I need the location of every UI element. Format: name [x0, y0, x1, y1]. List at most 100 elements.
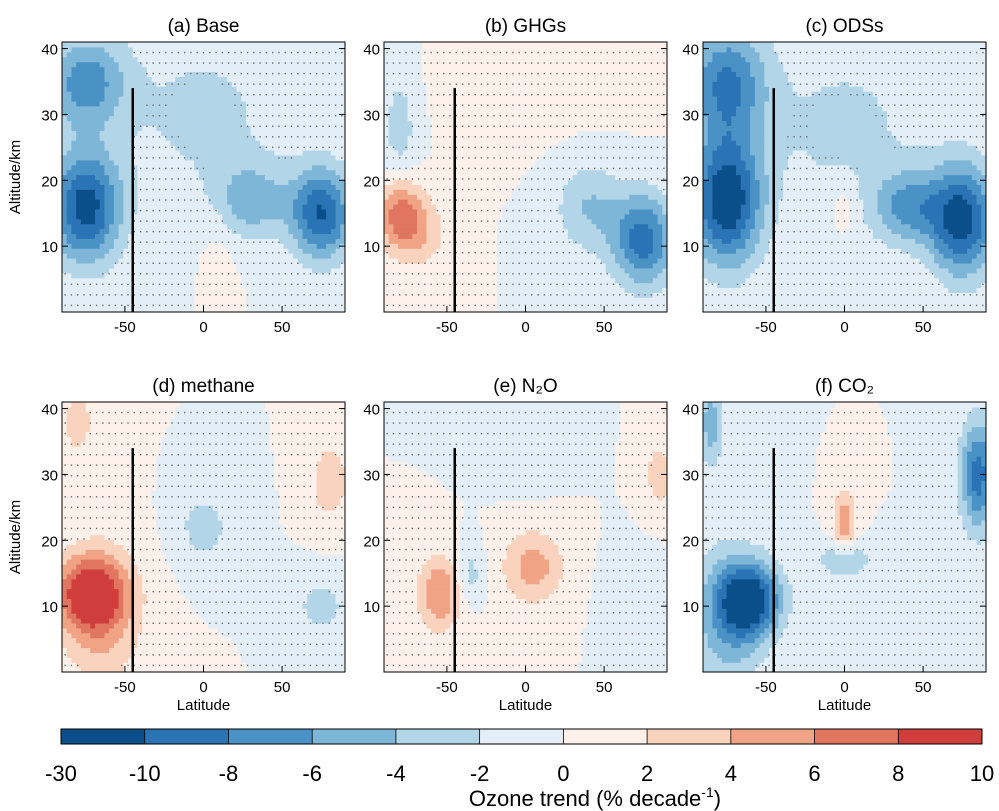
field-cell [431, 218, 437, 225]
field-cell [307, 238, 313, 244]
stipple-dot [246, 72, 249, 75]
stipple-dot [240, 115, 242, 117]
field-cell [80, 204, 87, 210]
field-cell [85, 154, 91, 161]
field-cell [104, 248, 110, 254]
field-cell [227, 76, 233, 82]
field-cell [302, 287, 308, 293]
field-cell [321, 199, 327, 205]
field-cell [241, 189, 247, 195]
field-cell [217, 71, 223, 77]
field-cell [435, 76, 442, 82]
stipple-dot [284, 136, 286, 138]
stipple-dot [246, 115, 249, 117]
field-cell [142, 169, 148, 176]
field-cell [128, 115, 134, 122]
field-cell [217, 164, 223, 171]
stipple-dot [146, 304, 148, 307]
field-cell [283, 105, 289, 112]
field-cell [137, 135, 143, 141]
field-cell [335, 71, 341, 77]
field-cell [297, 213, 304, 220]
field-cell [146, 243, 153, 249]
stipple-dot [190, 72, 192, 75]
field-cell [388, 115, 395, 122]
field-cell [464, 66, 470, 73]
stipple-dot [271, 273, 274, 275]
field-cell [311, 105, 318, 112]
field-cell [293, 96, 299, 102]
field-cell [269, 130, 275, 136]
field-cell [123, 282, 129, 289]
field-cell [326, 272, 332, 279]
field-cell [90, 282, 96, 289]
field-cell [307, 184, 313, 190]
field-cell [464, 248, 470, 254]
field-cell [431, 145, 437, 151]
field-cell [393, 204, 399, 210]
field-cell [445, 233, 451, 239]
field-cell [95, 130, 101, 136]
field-cell [311, 169, 318, 176]
field-cell [184, 208, 190, 215]
field-cell [203, 287, 209, 293]
field-cell [104, 91, 110, 97]
field-cell [109, 267, 115, 274]
field-cell [417, 61, 423, 68]
field-cell [156, 238, 162, 244]
field-cell [142, 184, 148, 190]
field-cell [340, 194, 345, 200]
field-cell [407, 204, 413, 210]
field-cell [95, 145, 101, 151]
field-cell [450, 287, 456, 293]
field-cell [260, 208, 266, 215]
field-cell [212, 46, 219, 53]
stipple-dot [284, 157, 286, 159]
field-cell [217, 42, 223, 48]
field-cell [440, 267, 446, 274]
field-cell [445, 105, 451, 112]
field-cell [71, 140, 77, 146]
field-cell [412, 258, 418, 264]
stipple-dot [265, 62, 268, 64]
field-cell [330, 307, 337, 312]
field-cell [146, 71, 153, 77]
field-cell [175, 66, 181, 73]
field-cell [146, 208, 153, 215]
field-cell [330, 287, 337, 293]
field-cell [255, 194, 261, 200]
field-cell [80, 169, 87, 176]
field-cell [90, 199, 96, 205]
field-cell [468, 91, 475, 97]
field-cell [146, 76, 153, 82]
stipple-dot [316, 62, 318, 64]
field-cell [326, 307, 332, 312]
field-cell [222, 159, 228, 166]
field-cell [311, 56, 318, 63]
field-cell [137, 184, 143, 190]
field-cell [113, 253, 120, 259]
stipple-dot [240, 83, 242, 85]
field-cell [123, 76, 129, 82]
field-cell [421, 115, 428, 122]
field-cell [236, 91, 242, 97]
field-cell [90, 302, 96, 308]
field-cell [222, 302, 228, 308]
field-cell [459, 150, 465, 156]
field-cell [194, 233, 200, 239]
field-cell [435, 258, 442, 264]
field-cell [175, 223, 181, 230]
field-cell [274, 184, 280, 190]
field-cell [388, 292, 395, 298]
stipple-dot [133, 294, 136, 296]
field-cell [156, 76, 162, 82]
field-cell [165, 154, 172, 161]
field-cell [245, 105, 252, 112]
field-cell [250, 194, 256, 200]
field-cell [146, 194, 153, 200]
field-cell [123, 135, 129, 141]
field-cell [440, 150, 446, 156]
field-cell [321, 76, 327, 82]
stipple-dot [165, 294, 167, 296]
field-cell [66, 213, 73, 220]
